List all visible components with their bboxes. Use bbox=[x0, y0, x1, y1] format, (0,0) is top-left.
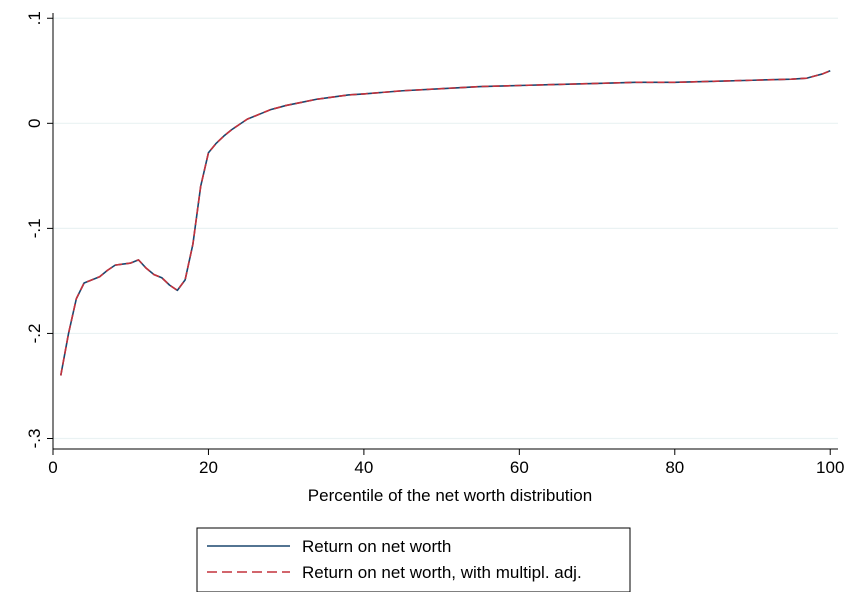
y-tick-label-0: -.3 bbox=[25, 429, 44, 449]
y-tick-label-3: 0 bbox=[25, 119, 44, 128]
gridlines bbox=[53, 17, 838, 440]
legend-label-0: Return on net worth bbox=[302, 537, 451, 556]
x-tick-label-3: 60 bbox=[510, 458, 529, 477]
y-tick-label-2: -.1 bbox=[25, 218, 44, 238]
y-tick-label-4: .1 bbox=[25, 11, 44, 25]
x-axis-ticks: 0 20 40 60 80 100 bbox=[48, 449, 844, 477]
axes bbox=[52, 13, 838, 450]
y-tick-label-1: -.2 bbox=[25, 324, 44, 344]
legend: Return on net worth Return on net worth, … bbox=[196, 527, 631, 592]
series-lines bbox=[59, 70, 831, 376]
x-tick-label-4: 80 bbox=[665, 458, 684, 477]
x-tick-label-2: 40 bbox=[354, 458, 373, 477]
x-axis-title: Percentile of the net worth distribution bbox=[308, 486, 592, 505]
x-tick-label-0: 0 bbox=[48, 458, 57, 477]
x-tick-label-5: 100 bbox=[816, 458, 844, 477]
legend-label-1: Return on net worth, with multipl. adj. bbox=[302, 563, 582, 582]
series-line-1 bbox=[59, 70, 831, 376]
legend-box bbox=[196, 527, 631, 592]
x-tick-label-1: 20 bbox=[199, 458, 218, 477]
y-axis-ticks: -.3 -.2 -.1 0 .1 bbox=[25, 11, 53, 448]
